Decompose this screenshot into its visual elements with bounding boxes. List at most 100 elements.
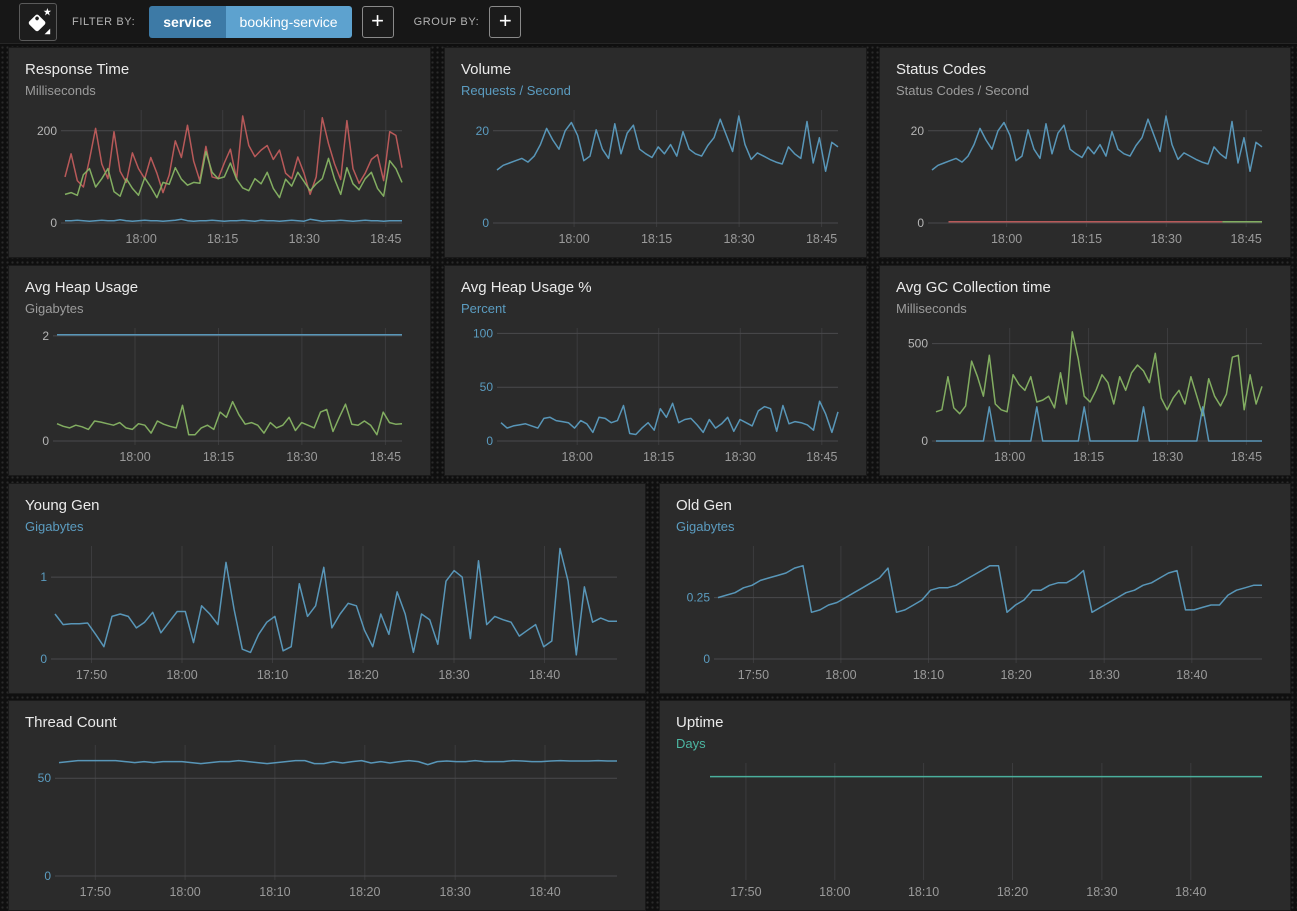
filter-tag-value[interactable]: booking-service bbox=[225, 5, 352, 38]
filter-tag[interactable]: service booking-service bbox=[149, 5, 352, 38]
panel-title: Status Codes bbox=[896, 61, 987, 78]
svg-text:17:50: 17:50 bbox=[80, 885, 111, 899]
filter-tag-key[interactable]: service bbox=[149, 5, 226, 38]
svg-text:18:30: 18:30 bbox=[1152, 450, 1183, 464]
svg-text:200: 200 bbox=[37, 124, 57, 138]
panel-status-codes: Status Codes Status Codes / Second 18:00… bbox=[879, 47, 1291, 258]
chart-avg-heap-usage[interactable]: 18:00 18:15 18:30 18:45 2 0 bbox=[25, 320, 414, 467]
toolbar: FILTER BY: service booking-service + GRO… bbox=[0, 0, 1297, 44]
svg-text:18:40: 18:40 bbox=[1176, 668, 1207, 682]
svg-text:17:50: 17:50 bbox=[738, 668, 769, 682]
panel-avg-gc-collection-time: Avg GC Collection time Milliseconds 18:0… bbox=[879, 265, 1291, 476]
panel-response-time: Response Time Milliseconds 18:00 18:15 18:… bbox=[8, 47, 431, 258]
tag-logo-button[interactable] bbox=[19, 2, 57, 41]
svg-text:50: 50 bbox=[480, 380, 494, 394]
chart-response-time[interactable]: 18:00 18:15 18:30 18:45 200 0 bbox=[25, 102, 414, 249]
chart-uptime[interactable]: 17:50 18:00 18:10 18:20 18:30 18:40 bbox=[676, 755, 1274, 902]
svg-text:18:15: 18:15 bbox=[641, 232, 672, 246]
panel-subtitle: Gigabytes bbox=[25, 301, 84, 316]
panel-subtitle: Percent bbox=[461, 301, 506, 316]
svg-text:18:20: 18:20 bbox=[1000, 668, 1031, 682]
chart-old-gen[interactable]: 17:50 18:00 18:10 18:20 18:30 18:40 0.25 0 bbox=[676, 538, 1274, 685]
panel-volume: Volume Requests / Second 18:00 18:15 18:30… bbox=[444, 47, 867, 258]
panel-title: Thread Count bbox=[25, 714, 117, 731]
svg-text:18:00: 18:00 bbox=[169, 885, 200, 899]
svg-text:18:10: 18:10 bbox=[257, 668, 288, 682]
svg-text:17:50: 17:50 bbox=[730, 885, 761, 899]
svg-text:0: 0 bbox=[482, 216, 489, 230]
svg-text:18:00: 18:00 bbox=[119, 450, 150, 464]
group-by-label: GROUP BY: bbox=[413, 15, 480, 28]
panel-title: Avg Heap Usage % bbox=[461, 279, 592, 296]
svg-text:18:15: 18:15 bbox=[203, 450, 234, 464]
svg-text:18:00: 18:00 bbox=[825, 668, 856, 682]
svg-text:0: 0 bbox=[917, 216, 924, 230]
svg-text:18:00: 18:00 bbox=[558, 232, 589, 246]
panel-uptime: Uptime Days 17:50 18:00 18:10 18:20 18:30 18:… bbox=[659, 700, 1291, 911]
chart-young-gen[interactable]: 17:50 18:00 18:10 18:20 18:30 18:40 1 0 bbox=[25, 538, 629, 685]
svg-text:18:30: 18:30 bbox=[440, 885, 471, 899]
svg-text:18:30: 18:30 bbox=[289, 232, 320, 246]
svg-text:20: 20 bbox=[476, 124, 490, 138]
fold-corner bbox=[44, 28, 51, 34]
panel-subtitle: Days bbox=[676, 736, 706, 751]
svg-text:18:00: 18:00 bbox=[819, 885, 850, 899]
svg-text:18:30: 18:30 bbox=[1089, 668, 1120, 682]
svg-text:0: 0 bbox=[50, 216, 57, 230]
panel-subtitle: Status Codes / Second bbox=[896, 83, 1029, 98]
chart-avg-gc-collection-time[interactable]: 18:00 18:15 18:30 18:45 500 0 bbox=[896, 320, 1274, 467]
panel-avg-heap-usage-pct: Avg Heap Usage % Percent 18:00 18:15 18:30… bbox=[444, 265, 867, 476]
svg-text:18:10: 18:10 bbox=[913, 668, 944, 682]
panel-title: Avg GC Collection time bbox=[896, 279, 1051, 296]
svg-text:18:00: 18:00 bbox=[166, 668, 197, 682]
svg-text:18:45: 18:45 bbox=[370, 232, 401, 246]
svg-text:18:40: 18:40 bbox=[529, 885, 560, 899]
svg-text:18:30: 18:30 bbox=[1086, 885, 1117, 899]
svg-text:18:45: 18:45 bbox=[806, 232, 837, 246]
svg-text:18:10: 18:10 bbox=[908, 885, 939, 899]
chart-avg-heap-usage-pct[interactable]: 18:00 18:15 18:30 18:45 100 50 0 bbox=[461, 320, 850, 467]
svg-text:18:15: 18:15 bbox=[1073, 450, 1104, 464]
svg-text:0: 0 bbox=[42, 434, 49, 448]
svg-text:18:15: 18:15 bbox=[207, 232, 238, 246]
panel-young-gen: Young Gen Gigabytes 17:50 18:00 18:10 18:20… bbox=[8, 483, 646, 694]
panel-avg-heap-usage: Avg Heap Usage Gigabytes 18:00 18:15 18:30… bbox=[8, 265, 431, 476]
panel-title: Response Time bbox=[25, 61, 130, 78]
panel-thread-count: Thread Count 17:50 18:00 18:10 18:20 18:30 18… bbox=[8, 700, 646, 911]
add-group-button[interactable]: + bbox=[489, 5, 522, 38]
star-icon bbox=[43, 7, 52, 15]
panel-subtitle: Milliseconds bbox=[25, 83, 96, 98]
panel-subtitle: Gigabytes bbox=[25, 519, 84, 534]
panel-old-gen: Old Gen Gigabytes 17:50 18:00 18:10 18:20 18… bbox=[659, 483, 1291, 694]
filter-by-label: FILTER BY: bbox=[72, 15, 136, 28]
chart-thread-count[interactable]: 17:50 18:00 18:10 18:20 18:30 18:40 50 0 bbox=[25, 737, 629, 902]
svg-text:18:20: 18:20 bbox=[347, 668, 378, 682]
svg-text:1: 1 bbox=[40, 570, 47, 584]
panel-title: Uptime bbox=[676, 714, 724, 731]
svg-text:18:15: 18:15 bbox=[643, 450, 674, 464]
chart-volume[interactable]: 18:00 18:15 18:30 18:45 20 0 bbox=[461, 102, 850, 249]
svg-text:18:15: 18:15 bbox=[1071, 232, 1102, 246]
svg-text:18:10: 18:10 bbox=[259, 885, 290, 899]
svg-text:18:30: 18:30 bbox=[725, 450, 756, 464]
svg-text:18:30: 18:30 bbox=[1151, 232, 1182, 246]
svg-text:18:00: 18:00 bbox=[994, 450, 1025, 464]
svg-text:18:45: 18:45 bbox=[806, 450, 837, 464]
panel-subtitle: Gigabytes bbox=[676, 519, 735, 534]
svg-text:18:45: 18:45 bbox=[1231, 450, 1262, 464]
svg-text:18:00: 18:00 bbox=[991, 232, 1022, 246]
svg-text:18:00: 18:00 bbox=[126, 232, 157, 246]
svg-text:2: 2 bbox=[42, 329, 49, 343]
svg-text:0: 0 bbox=[40, 652, 47, 666]
add-filter-button[interactable]: + bbox=[361, 5, 394, 38]
svg-text:0: 0 bbox=[703, 652, 710, 666]
svg-text:500: 500 bbox=[908, 337, 928, 351]
svg-text:18:30: 18:30 bbox=[723, 232, 754, 246]
svg-text:18:20: 18:20 bbox=[349, 885, 380, 899]
svg-text:0.25: 0.25 bbox=[687, 591, 711, 605]
chart-status-codes[interactable]: 18:00 18:15 18:30 18:45 20 0 bbox=[896, 102, 1274, 249]
svg-text:100: 100 bbox=[473, 326, 493, 340]
svg-text:18:20: 18:20 bbox=[997, 885, 1028, 899]
panel-title: Old Gen bbox=[676, 497, 732, 514]
svg-text:50: 50 bbox=[38, 771, 52, 785]
